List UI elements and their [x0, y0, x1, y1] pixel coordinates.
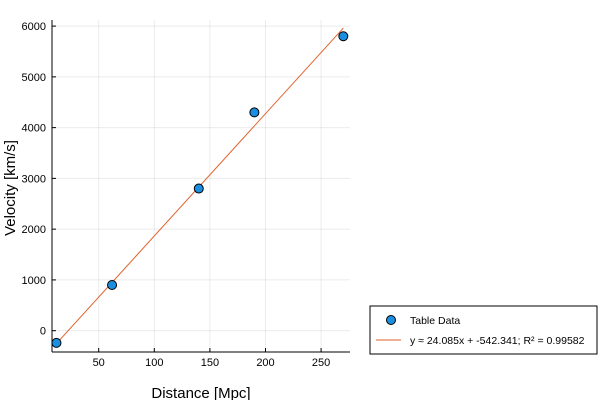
- y-tick-label: 1000: [22, 275, 46, 287]
- x-tick-label: 50: [93, 357, 105, 369]
- legend-label-table-data: Table Data: [410, 315, 460, 327]
- y-tick-label: 6000: [22, 21, 46, 33]
- legend-marker-table-data: [386, 315, 396, 325]
- data-points: [51, 31, 349, 348]
- y-tick-label: 4000: [22, 123, 46, 135]
- gridlines: [52, 20, 350, 352]
- x-axis-title: Distance [Mpc]: [151, 385, 250, 400]
- data-point: [51, 337, 62, 348]
- y-tick-label: 2000: [22, 224, 46, 236]
- legend-box: [369, 305, 598, 355]
- tick-labels: 50 100 150 200 250 0 1000 2000 3000 4000 5000 6000: [22, 21, 331, 369]
- x-tick-label: 100: [145, 357, 163, 369]
- legend: Table Data y ≈ 24.085x + -542.341; R² = …: [369, 305, 598, 355]
- y-tick-label: 3000: [22, 173, 46, 185]
- y-tick-label: 5000: [22, 72, 46, 84]
- data-point: [338, 31, 349, 42]
- y-axis-title: Velocity [km/s]: [2, 140, 19, 236]
- x-tick-label: 200: [256, 357, 274, 369]
- data-point: [249, 107, 260, 118]
- data-point: [107, 279, 118, 290]
- axes: [51, 20, 350, 353]
- x-tick-label: 150: [201, 357, 219, 369]
- legend-label-fit: y ≈ 24.085x + -542.341; R² = 0.99582: [410, 335, 585, 347]
- x-tick-label: 250: [312, 357, 330, 369]
- y-tick-label: 0: [40, 326, 46, 338]
- data-point: [193, 183, 204, 194]
